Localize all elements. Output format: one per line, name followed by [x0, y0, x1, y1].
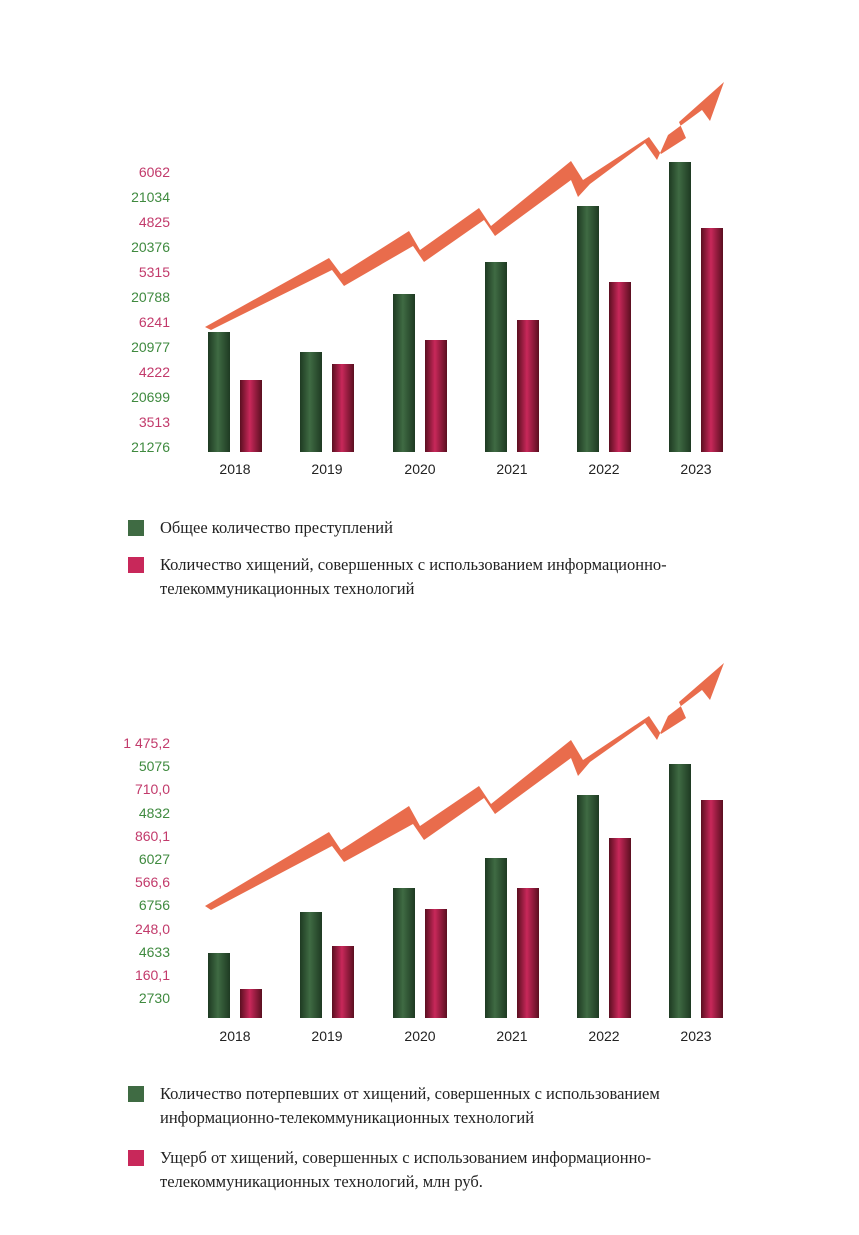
legend-swatch-pink: [128, 1150, 144, 1166]
bar-pink-2023: [701, 228, 723, 452]
bar-pink-2022: [609, 838, 631, 1018]
bar-pink-2022: [609, 282, 631, 452]
bar-green-2019: [300, 912, 322, 1018]
legend-label-total-crimes: Общее количество преступлений: [160, 518, 393, 537]
chart-crimes-y-labels: 6062 21034 4825 20376 5315 20788 6241 20977 4222…: [100, 0, 170, 500]
bar-green-2019: [300, 352, 322, 452]
y-label: 4222: [138, 364, 170, 380]
bar-pink-2020: [425, 909, 447, 1018]
y-label: 860,1: [134, 827, 170, 844]
x-label-2018: 2018: [219, 461, 251, 477]
y-label: 1 475,2: [123, 735, 170, 751]
bar-green-2021: [485, 262, 507, 452]
chart-crimes: 6062 21034 4825 20376 5315 20788 6241 20977 4222…: [100, 0, 724, 598]
bar-pink-2018: [240, 989, 262, 1018]
x-label-2019: 2019: [311, 1028, 343, 1044]
trend-arrow: [205, 82, 724, 330]
y-label: 6062: [138, 164, 170, 180]
y-label: 20788: [131, 289, 170, 305]
bar-pink-2018: [240, 380, 262, 452]
legend-label-victims: Количество потерпевших от хищений, совер…: [160, 1084, 660, 1127]
x-label-2022: 2022: [588, 461, 620, 477]
y-label: 4633: [138, 943, 170, 960]
x-label-2023: 2023: [680, 1028, 712, 1044]
bar-pink-2019: [332, 946, 354, 1018]
x-label-2020: 2020: [404, 461, 436, 477]
x-label-2019: 2019: [311, 461, 343, 477]
bar-green-2020: [393, 888, 415, 1018]
bar-green-2023: [669, 764, 691, 1018]
x-label-2021: 2021: [496, 1028, 528, 1044]
y-label: 566,6: [134, 874, 170, 891]
trend-arrow: [205, 663, 724, 910]
bar-green-2018: [208, 332, 230, 452]
y-label: 6756: [138, 897, 170, 914]
bar-pink-2021: [517, 888, 539, 1018]
chart-crimes-plot: [205, 82, 724, 452]
bar-green-2022: [577, 795, 599, 1018]
legend-swatch-green: [128, 520, 144, 536]
y-label: 5315: [138, 264, 170, 280]
y-label: 6241: [138, 314, 170, 330]
x-label-2018: 2018: [219, 1028, 251, 1044]
x-label-2021: 2021: [496, 461, 528, 477]
y-label: 160,1: [134, 967, 170, 983]
legend-swatch-pink: [128, 557, 144, 573]
legend-label-damage: Ущерб от хищений, совершенных с использо…: [160, 1148, 652, 1191]
bar-green-2022: [577, 206, 599, 452]
y-label: 20977: [131, 339, 170, 355]
y-label: 21034: [131, 189, 170, 205]
y-label: 20376: [131, 239, 170, 255]
y-label: 4825: [138, 214, 170, 230]
chart-victims-damage-plot: [205, 663, 724, 1018]
bar-green-2018: [208, 953, 230, 1018]
legend-label-it-thefts: Количество хищений, совершенных с исполь…: [160, 555, 667, 598]
chart-victims-damage-y-labels: 1 475,2 5075 710,0 4832 860,1 6027 566,6 6756 24…: [100, 0, 170, 1060]
y-label: 21276: [131, 439, 170, 455]
y-label: 248,0: [134, 920, 170, 937]
bar-pink-2019: [332, 364, 354, 452]
bar-green-2021: [485, 858, 507, 1018]
bar-pink-2020: [425, 340, 447, 452]
legend-swatch-green: [128, 1086, 144, 1102]
x-label-2022: 2022: [588, 1028, 620, 1044]
y-label: 4832: [138, 804, 170, 821]
y-label: 2730: [138, 990, 170, 1007]
bar-pink-2023: [701, 800, 723, 1018]
bar-pink-2021: [517, 320, 539, 452]
x-label-2023: 2023: [680, 461, 712, 477]
y-label: 710,0: [134, 781, 170, 798]
y-label: 20699: [131, 389, 170, 405]
y-label: 3513: [138, 414, 170, 430]
x-label-2020: 2020: [404, 1028, 436, 1044]
bar-green-2020: [393, 294, 415, 452]
bar-green-2023: [669, 162, 691, 452]
y-label: 6027: [138, 851, 170, 867]
y-label: 5075: [138, 758, 170, 775]
